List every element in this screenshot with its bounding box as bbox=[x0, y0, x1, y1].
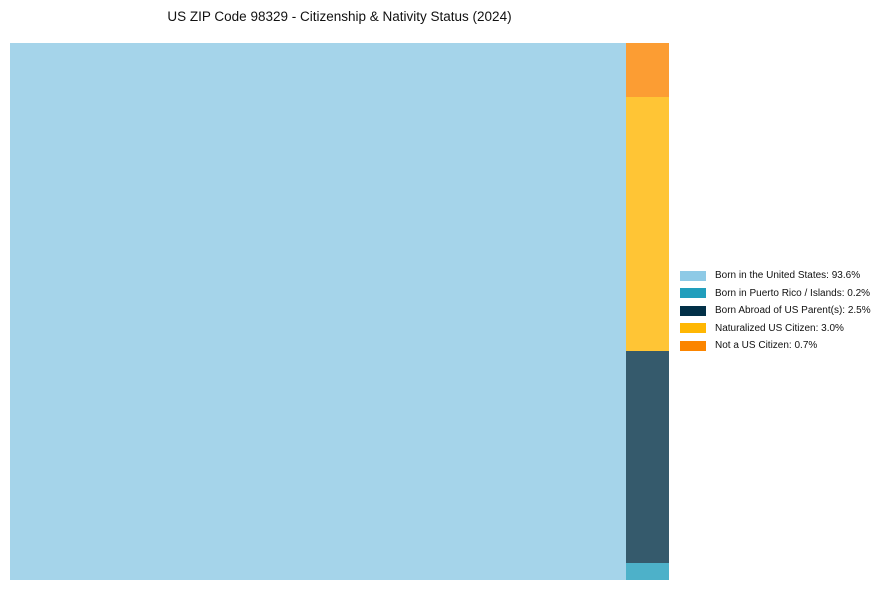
legend-label: Naturalized US Citizen: 3.0% bbox=[715, 322, 844, 334]
tile-naturalized bbox=[626, 97, 669, 351]
legend-swatch bbox=[680, 288, 706, 299]
legend: Born in the United States: 93.6% Born in… bbox=[680, 267, 871, 355]
legend-label: Born in Puerto Rico / Islands: 0.2% bbox=[715, 287, 871, 299]
tile-born-abroad bbox=[626, 351, 669, 563]
legend-item: Naturalized US Citizen: 3.0% bbox=[680, 320, 871, 338]
chart-title: US ZIP Code 98329 - Citizenship & Nativi… bbox=[167, 9, 512, 24]
legend-label: Born in the United States: 93.6% bbox=[715, 270, 861, 282]
legend-swatch bbox=[680, 340, 706, 351]
legend-swatch bbox=[680, 270, 706, 281]
tile-born-in-us bbox=[10, 43, 626, 580]
legend-item: Born in Puerto Rico / Islands: 0.2% bbox=[680, 285, 871, 303]
legend-label: Not a US Citizen: 0.7% bbox=[715, 340, 818, 352]
legend-item: Born Abroad of US Parent(s): 2.5% bbox=[680, 302, 871, 320]
legend-swatch bbox=[680, 323, 706, 334]
legend-label: Born Abroad of US Parent(s): 2.5% bbox=[715, 305, 871, 317]
tile-puerto-rico bbox=[626, 563, 669, 580]
legend-item: Born in the United States: 93.6% bbox=[680, 267, 871, 285]
legend-swatch bbox=[680, 305, 706, 316]
tile-not-us-citizen bbox=[626, 43, 669, 97]
legend-item: Not a US Citizen: 0.7% bbox=[680, 337, 871, 355]
